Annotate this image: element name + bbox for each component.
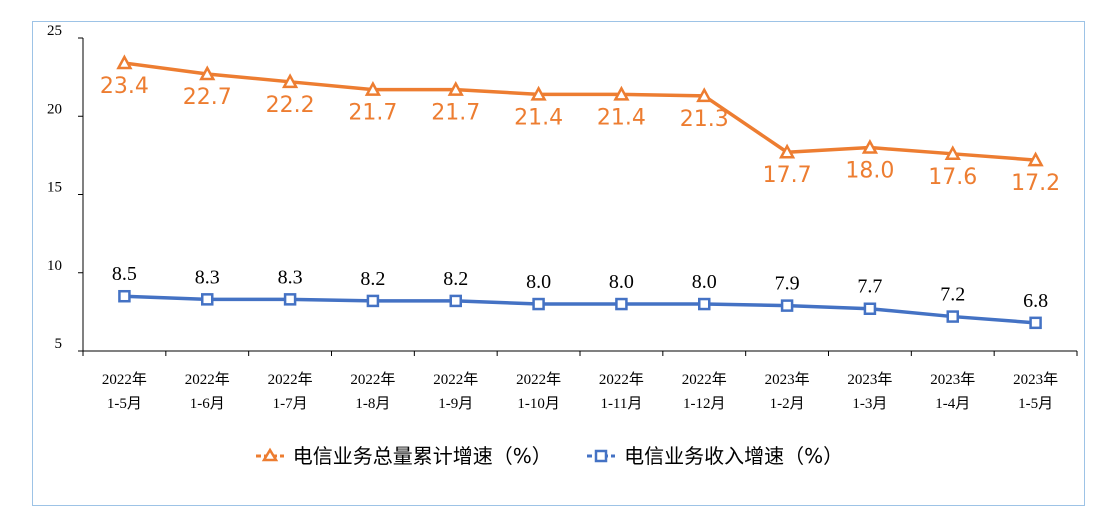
x-tick-label-period: 1-10月 bbox=[517, 396, 560, 412]
data-point-revenue bbox=[946, 310, 959, 323]
data-label-revenue: 8.0 bbox=[609, 271, 634, 293]
data-label-total: 21.4 bbox=[597, 105, 646, 130]
data-label-total: 21.7 bbox=[348, 101, 397, 126]
x-tick-label-period: 1-5月 bbox=[107, 396, 142, 412]
data-point-total bbox=[613, 85, 630, 101]
x-tick-label-year: 2023年 bbox=[765, 371, 810, 388]
x-tick-label-year: 2023年 bbox=[1013, 371, 1058, 388]
x-tick-label-year: 2022年 bbox=[516, 371, 561, 388]
data-label-total: 23.4 bbox=[100, 74, 149, 99]
data-label-revenue: 7.9 bbox=[775, 273, 800, 295]
data-point-revenue bbox=[863, 302, 877, 315]
data-point-revenue bbox=[1029, 316, 1042, 330]
data-label-total: 21.4 bbox=[514, 105, 563, 130]
x-tick-label-year: 2022年 bbox=[102, 371, 147, 388]
data-point-revenue bbox=[118, 289, 131, 303]
data-label-total: 22.2 bbox=[266, 93, 315, 118]
series-line-total bbox=[124, 61, 1036, 162]
data-label-revenue: 8.2 bbox=[443, 268, 468, 290]
x-tick-label-year: 2022年 bbox=[268, 371, 313, 388]
y-tick-label: 25 bbox=[47, 23, 62, 39]
data-label-revenue: 8.0 bbox=[692, 271, 717, 293]
chart-frame bbox=[32, 21, 1085, 506]
x-tick-label-period: 1-7月 bbox=[273, 396, 308, 412]
data-point-total bbox=[861, 138, 879, 154]
data-label-revenue: 8.5 bbox=[112, 263, 137, 285]
x-tick-label-period: 1-6月 bbox=[190, 396, 225, 412]
x-tick-label-period: 1-12月 bbox=[683, 396, 726, 412]
data-label-revenue: 7.7 bbox=[857, 276, 882, 298]
x-tick-label-year: 2022年 bbox=[599, 371, 644, 388]
data-label-total: 17.6 bbox=[928, 165, 977, 190]
data-label-revenue: 8.3 bbox=[195, 266, 220, 288]
x-tick-label-period: 1-11月 bbox=[600, 396, 642, 412]
data-label-total: 17.2 bbox=[1011, 171, 1060, 196]
data-point-revenue bbox=[615, 297, 628, 311]
legend-triangle-icon bbox=[255, 447, 284, 461]
legend-label-total: 电信业务总量累计增速（%） bbox=[292, 444, 552, 468]
data-point-revenue bbox=[780, 299, 794, 312]
data-point-total bbox=[447, 81, 464, 96]
legend-label-revenue: 电信业务收入增速（%） bbox=[624, 444, 844, 468]
y-tick-label: 20 bbox=[47, 101, 62, 117]
data-label-revenue: 8.2 bbox=[360, 268, 385, 290]
data-label-total: 21.3 bbox=[680, 107, 729, 132]
line-chart: 5 10 15 20 25 2022年 1-5月 2022年 1-6月 2022年 1-7月 2022… bbox=[47, 23, 1078, 412]
series-line-revenue bbox=[124, 294, 1036, 325]
data-label-total: 21.7 bbox=[431, 101, 480, 126]
legend-square-icon bbox=[587, 449, 616, 462]
x-tick-label-period: 1-3月 bbox=[852, 396, 887, 412]
x-tick-label-year: 2022年 bbox=[350, 371, 395, 388]
data-point-total bbox=[116, 54, 133, 70]
x-tick-label-period: 1-8月 bbox=[355, 396, 390, 412]
x-tick-label-period: 1-9月 bbox=[438, 396, 473, 412]
data-point-total bbox=[281, 73, 299, 89]
x-tick-label-year: 2022年 bbox=[185, 371, 230, 388]
data-point-revenue bbox=[366, 294, 380, 308]
x-tick-label-period: 1-2月 bbox=[770, 396, 805, 412]
data-point-revenue bbox=[283, 293, 297, 306]
data-point-total bbox=[944, 145, 961, 161]
y-tick-label: 5 bbox=[55, 336, 63, 352]
data-label-revenue: 8.0 bbox=[526, 271, 551, 293]
data-point-total bbox=[1027, 151, 1044, 167]
y-tick-label: 10 bbox=[47, 258, 62, 274]
data-label-revenue: 6.8 bbox=[1023, 290, 1048, 312]
x-tick-label-period: 1-4月 bbox=[935, 396, 970, 412]
legend: 电信业务总量累计增速（%） 电信业务收入增速（%） bbox=[0, 440, 1098, 469]
legend-item-revenue: 电信业务收入增速（%） bbox=[586, 440, 843, 469]
x-tick-label-year: 2022年 bbox=[433, 371, 478, 388]
x-tick-label-year: 2023年 bbox=[930, 371, 975, 388]
data-label-revenue: 7.2 bbox=[940, 284, 965, 306]
data-label-total: 22.7 bbox=[183, 85, 232, 110]
data-point-revenue bbox=[201, 293, 214, 306]
data-point-revenue bbox=[449, 294, 462, 308]
data-point-total bbox=[530, 85, 547, 101]
data-label-total: 17.7 bbox=[763, 163, 812, 188]
data-point-revenue bbox=[532, 297, 545, 311]
data-point-total bbox=[199, 65, 216, 81]
x-tick-label-year: 2023年 bbox=[847, 371, 892, 388]
data-point-total bbox=[364, 81, 382, 96]
data-point-total bbox=[696, 87, 713, 103]
x-tick-label-period: 1-5月 bbox=[1018, 396, 1053, 412]
x-tick-label-year: 2022年 bbox=[682, 371, 727, 388]
data-label-total: 18.0 bbox=[845, 159, 894, 184]
y-tick-label: 15 bbox=[47, 180, 62, 196]
data-point-total bbox=[778, 143, 796, 159]
data-point-revenue bbox=[698, 297, 711, 311]
legend-item-total: 电信业务总量累计增速（%） bbox=[255, 440, 552, 469]
data-label-revenue: 8.3 bbox=[278, 266, 303, 288]
